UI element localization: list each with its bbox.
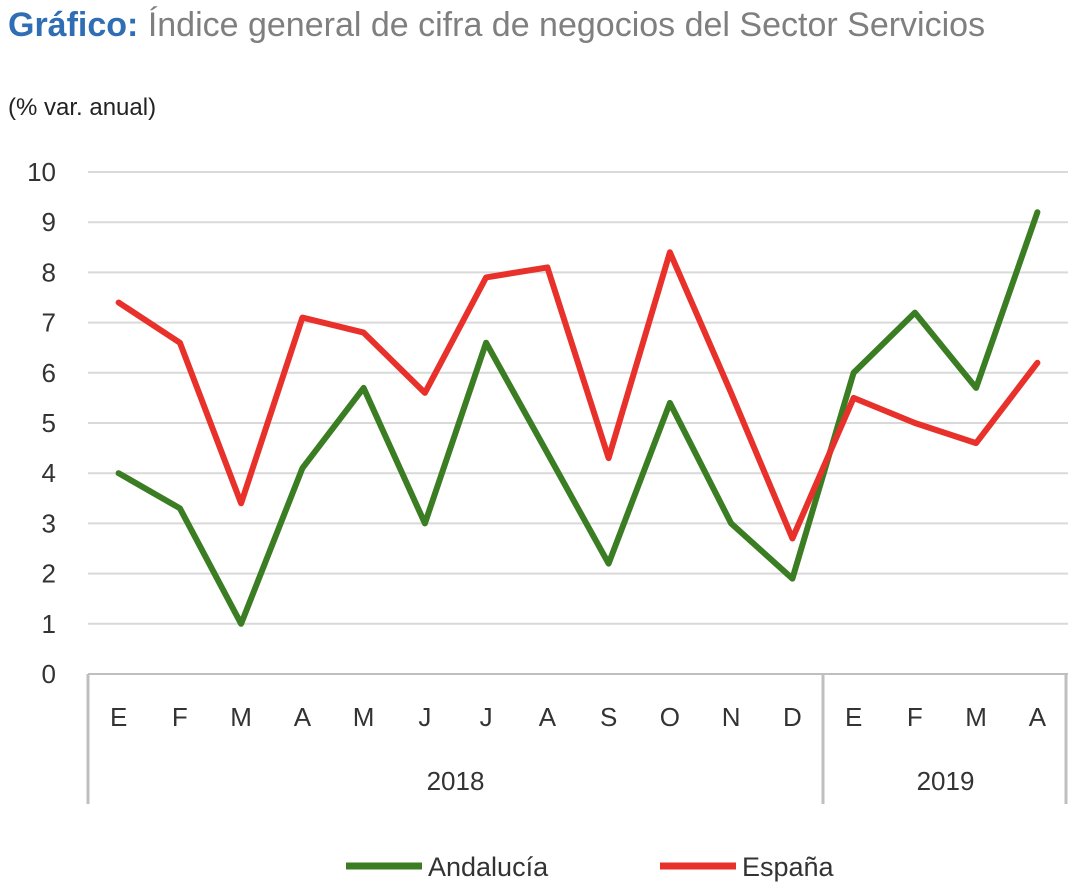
x-tick-label: F: [172, 702, 188, 732]
y-tick-label: 5: [42, 408, 56, 438]
y-tick-label: 1: [42, 609, 56, 639]
y-tick-label: 10: [27, 157, 56, 187]
legend-label: Andalucía: [428, 852, 549, 882]
x-tick-label: O: [660, 702, 680, 732]
y-axis-unit-label: (% var. anual): [8, 94, 157, 121]
x-tick-label: J: [480, 702, 493, 732]
y-tick-label: 9: [42, 207, 56, 237]
x-tick-label: J: [418, 702, 431, 732]
y-tick-label: 6: [42, 358, 56, 388]
x-tick-label: S: [600, 702, 617, 732]
series-line-españa: [115, 249, 1041, 542]
x-tick-label: F: [907, 702, 923, 732]
y-tick-label: 0: [42, 659, 56, 689]
x-group-label: 2018: [427, 766, 485, 796]
x-tick-label: A: [1029, 702, 1047, 732]
y-tick-label: 4: [42, 458, 56, 488]
x-tick-label: A: [539, 702, 557, 732]
series-line-andalucía: [115, 209, 1041, 627]
x-group-label: 2019: [917, 766, 975, 796]
x-tick-label: D: [783, 702, 802, 732]
x-tick-label: N: [722, 702, 741, 732]
y-tick-label: 7: [42, 308, 56, 338]
chart-title-text: Índice general de cifra de negocios del …: [147, 6, 986, 44]
legend-label: España: [742, 852, 835, 882]
x-tick-label: M: [230, 702, 252, 732]
x-tick-label: E: [845, 702, 862, 732]
chart-title-lead: Gráfico:: [8, 6, 139, 44]
chart-title: Gráfico: Índice general de cifra de nego…: [8, 6, 985, 45]
y-tick-label: 2: [42, 559, 56, 589]
x-tick-label: A: [294, 702, 312, 732]
x-tick-label: M: [965, 702, 987, 732]
x-tick-label: E: [110, 702, 127, 732]
y-tick-label: 8: [42, 257, 56, 287]
y-tick-label: 3: [42, 508, 56, 538]
x-tick-label: M: [353, 702, 375, 732]
